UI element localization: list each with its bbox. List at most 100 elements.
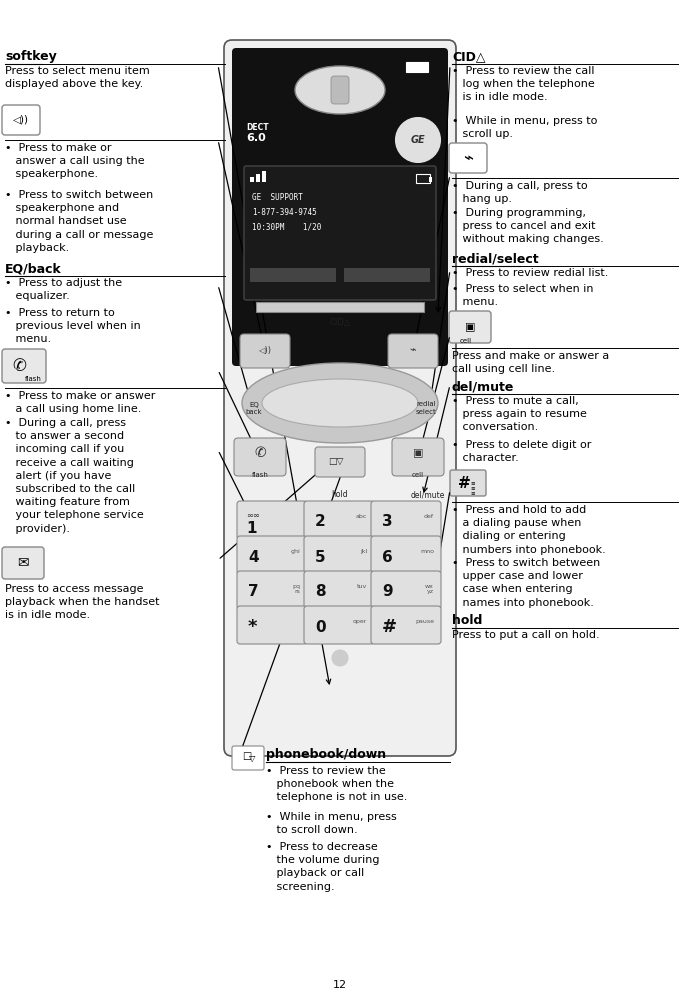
Text: •  While in menu, press
   to scroll down.: • While in menu, press to scroll down. <box>266 812 396 835</box>
Text: ✆: ✆ <box>12 357 26 375</box>
Text: •  Press and hold to add
   a dialing pause when
   dialing or entering
   numbe: • Press and hold to add a dialing pause … <box>452 505 606 555</box>
Text: Press to select menu item
displayed above the key.: Press to select menu item displayed abov… <box>5 66 150 89</box>
Bar <box>416 174 430 183</box>
Text: ◁)): ◁)) <box>258 346 271 355</box>
Text: hold: hold <box>332 490 348 499</box>
Text: ✆: ✆ <box>254 446 266 460</box>
Text: GE  SUPPORT: GE SUPPORT <box>252 193 303 202</box>
Text: 6.0: 6.0 <box>246 133 266 143</box>
Text: flash: flash <box>24 376 41 382</box>
Text: •  Press to review the
   phonebook when the
   telephone is not in use.: • Press to review the phonebook when the… <box>266 766 407 803</box>
Text: •  Press to select when in
   menu.: • Press to select when in menu. <box>452 284 594 307</box>
FancyBboxPatch shape <box>2 547 44 579</box>
FancyBboxPatch shape <box>371 536 441 574</box>
Text: 12: 12 <box>333 980 347 990</box>
Text: ghi: ghi <box>290 549 300 554</box>
Text: cell: cell <box>412 472 424 478</box>
FancyBboxPatch shape <box>388 334 438 368</box>
FancyBboxPatch shape <box>2 349 46 383</box>
Text: 9: 9 <box>382 585 392 600</box>
Text: def: def <box>424 514 434 519</box>
Text: tuv: tuv <box>357 584 367 589</box>
Text: 10:30PM    1/20: 10:30PM 1/20 <box>252 223 322 232</box>
Text: flash: flash <box>252 472 269 478</box>
Text: •  Press to return to
   previous level when in
   menu.: • Press to return to previous level when… <box>5 308 141 344</box>
Text: DECT: DECT <box>246 123 269 132</box>
Text: Press and make or answer a
call using cell line.: Press and make or answer a call using ce… <box>452 351 609 374</box>
Text: 5: 5 <box>315 550 326 565</box>
Text: 2: 2 <box>315 515 326 530</box>
Text: ▣: ▣ <box>413 448 423 458</box>
FancyBboxPatch shape <box>237 536 307 574</box>
Text: •  Press to adjust the
   equalizer.: • Press to adjust the equalizer. <box>5 278 122 301</box>
Bar <box>406 62 428 72</box>
FancyBboxPatch shape <box>237 606 307 644</box>
Ellipse shape <box>295 66 385 114</box>
Bar <box>250 268 336 282</box>
Text: •  Press to switch between
   upper case and lower
   case when entering
   name: • Press to switch between upper case and… <box>452 558 600 608</box>
Text: •  Press to switch between
   speakerphone and
   normal handset use
   during a: • Press to switch between speakerphone a… <box>5 190 154 253</box>
Text: •  During a call, press to
   hang up.: • During a call, press to hang up. <box>452 181 588 204</box>
FancyBboxPatch shape <box>450 470 486 496</box>
Text: oper: oper <box>353 619 367 624</box>
FancyBboxPatch shape <box>224 40 456 756</box>
Text: redial/select: redial/select <box>452 252 539 265</box>
Text: #: # <box>382 618 397 636</box>
Text: •  During a call, press
   to answer a second
   incoming call if you
   receive: • During a call, press to answer a secon… <box>5 418 143 534</box>
Text: ≡
≡
≡: ≡ ≡ ≡ <box>470 480 475 495</box>
Text: •  Press to review redial list.: • Press to review redial list. <box>452 268 609 278</box>
Text: softkey: softkey <box>5 50 56 63</box>
Circle shape <box>332 650 348 666</box>
FancyBboxPatch shape <box>237 571 307 609</box>
Text: pause: pause <box>415 619 434 624</box>
FancyBboxPatch shape <box>371 606 441 644</box>
Text: □: □ <box>242 751 251 761</box>
Text: CID△: CID△ <box>452 50 486 63</box>
Ellipse shape <box>262 379 418 427</box>
Text: 7: 7 <box>248 585 258 600</box>
Ellipse shape <box>242 363 438 443</box>
Text: ∞∞: ∞∞ <box>246 511 260 520</box>
Text: Press to access message
playback when the handset
is in idle mode.: Press to access message playback when th… <box>5 584 160 621</box>
Text: ▣: ▣ <box>464 322 475 332</box>
FancyBboxPatch shape <box>244 166 436 300</box>
Text: •  While in menu, press to
   scroll up.: • While in menu, press to scroll up. <box>452 116 597 139</box>
FancyBboxPatch shape <box>232 746 264 770</box>
Text: 3: 3 <box>382 515 392 530</box>
FancyBboxPatch shape <box>234 438 286 476</box>
Text: abc: abc <box>356 514 367 519</box>
Bar <box>256 174 260 182</box>
FancyBboxPatch shape <box>304 500 374 539</box>
Text: CID△: CID△ <box>329 318 351 327</box>
Text: hold: hold <box>452 614 482 627</box>
Text: *: * <box>248 618 258 636</box>
FancyBboxPatch shape <box>449 311 491 343</box>
Text: EQ
back: EQ back <box>245 401 262 414</box>
FancyBboxPatch shape <box>371 571 441 609</box>
Text: •  Press to decrease
   the volume during
   playback or call
   screening.: • Press to decrease the volume during pl… <box>266 842 379 892</box>
Text: •  Press to mute a call,
   press again to resume
   conversation.: • Press to mute a call, press again to r… <box>452 396 587 432</box>
Bar <box>256 302 424 312</box>
Text: •  Press to make or
   answer a call using the
   speakerphone.: • Press to make or answer a call using t… <box>5 143 145 179</box>
Text: GE: GE <box>411 135 425 145</box>
Bar <box>262 171 266 182</box>
Text: 1: 1 <box>246 521 256 536</box>
Text: wx
yz: wx yz <box>425 584 434 595</box>
Text: 6: 6 <box>382 550 393 565</box>
FancyBboxPatch shape <box>331 76 349 104</box>
FancyBboxPatch shape <box>315 447 365 477</box>
FancyBboxPatch shape <box>449 143 487 173</box>
Text: 4: 4 <box>248 550 258 565</box>
Bar <box>429 177 432 182</box>
Text: pq
rs: pq rs <box>292 584 300 595</box>
FancyBboxPatch shape <box>240 334 290 368</box>
Text: ⌁: ⌁ <box>409 346 416 356</box>
Text: cell: cell <box>460 338 472 344</box>
FancyBboxPatch shape <box>304 571 374 609</box>
Text: •  Press to delete digit or
   character.: • Press to delete digit or character. <box>452 440 592 463</box>
Text: ◁)): ◁)) <box>13 115 29 125</box>
Text: del/mute: del/mute <box>452 380 514 393</box>
FancyBboxPatch shape <box>237 500 307 539</box>
Text: 0: 0 <box>315 620 326 635</box>
Text: •  Press to review the call
   log when the telephone
   is in idle mode.: • Press to review the call log when the … <box>452 66 595 102</box>
